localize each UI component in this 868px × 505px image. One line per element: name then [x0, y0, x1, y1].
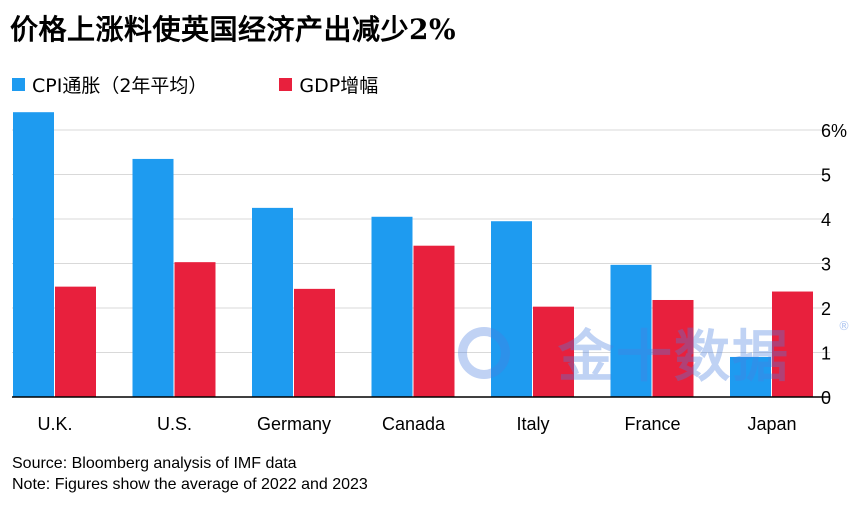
bar-gdp [772, 291, 813, 397]
bar-gdp [413, 245, 455, 397]
bar-gdp [294, 288, 335, 397]
legend-label-gdp: GDP增幅 [299, 74, 379, 97]
bar-cpi [491, 221, 532, 397]
legend-label-cpi: CPI通胀（2年平均） [32, 74, 208, 97]
bar-cpi [610, 264, 652, 397]
legend-item-cpi: CPI通胀（2年平均） [12, 71, 207, 98]
bar-gdp [652, 299, 694, 397]
bar-cpi [132, 158, 174, 397]
note-text: Note: Figures show the average of 2022 a… [12, 476, 368, 493]
chart-title: 价格上涨料使英国经济产出减少2% [10, 13, 457, 46]
x-tick-label: U.K. [37, 414, 72, 434]
x-tick-label: Canada [382, 414, 446, 434]
y-tick-label: 3 [821, 255, 831, 275]
footnotes: Source: Bloomberg analysis of IMF data N… [12, 453, 368, 495]
bar-cpi [730, 356, 771, 397]
x-tick-label: France [624, 414, 680, 434]
x-tick-label: U.S. [157, 414, 192, 434]
y-tick-label: 5 [821, 166, 831, 186]
bar-cpi [371, 216, 413, 397]
x-tick-label: Germany [257, 414, 331, 434]
legend-swatch-cpi [12, 77, 25, 91]
bar-gdp [55, 286, 96, 397]
y-tick-label: 4 [821, 210, 831, 230]
y-tick-label: 2 [821, 299, 831, 319]
source-note: Source: Bloomberg analysis of IMF data [12, 455, 297, 472]
y-tick-label: 0 [821, 388, 831, 408]
bar-gdp [174, 262, 216, 397]
y-tick-label: 6% [821, 121, 847, 141]
bar-cpi [252, 207, 293, 397]
x-tick-label: Italy [516, 414, 549, 434]
legend: CPI通胀（2年平均） GDP增幅 [12, 71, 450, 98]
y-tick-label: 1 [821, 344, 831, 364]
bar-cpi [13, 112, 54, 397]
x-tick-label: Japan [747, 414, 796, 434]
bar-gdp [533, 306, 574, 397]
legend-swatch-gdp [279, 77, 293, 91]
watermark-registered-mark: ® [838, 319, 850, 333]
legend-item-gdp: GDP增幅 [279, 71, 378, 98]
